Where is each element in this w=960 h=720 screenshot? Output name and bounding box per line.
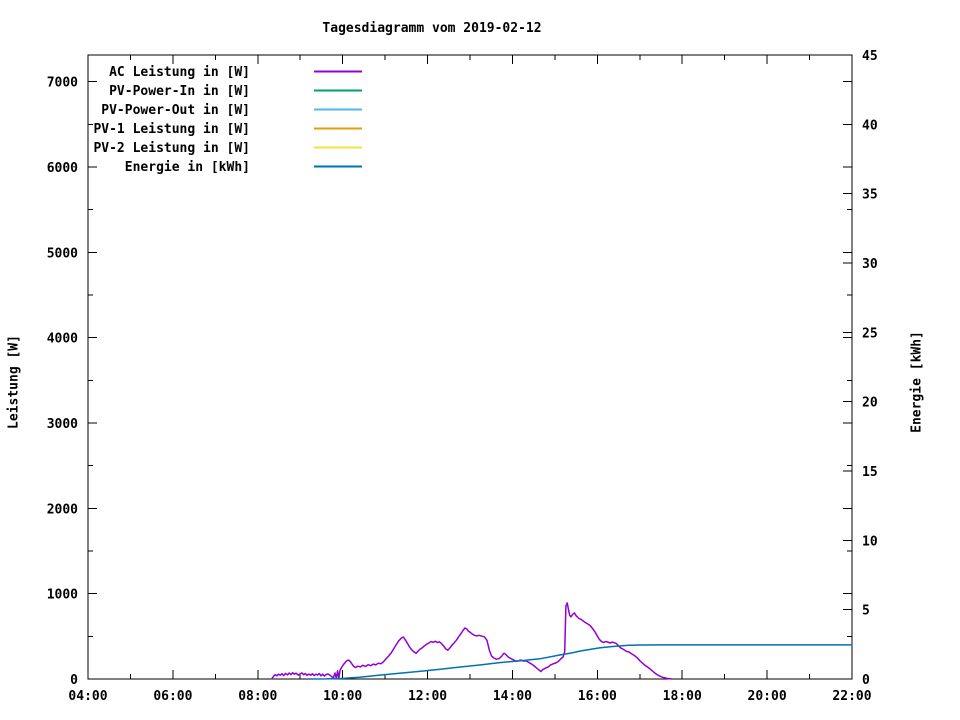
y-tick-label: 0 [70,673,78,688]
y-tick-label: 3000 [47,417,78,432]
y2-tick-label: 40 [862,118,878,133]
y2-tick-label: 25 [862,326,878,341]
legend-label: AC Leistung in [W] [109,65,250,80]
y2-tick-label: 35 [862,188,878,203]
legend-entry-pv-1-leistung-in-w: PV-1 Leistung in [W] [93,122,362,137]
x-tick-label: 14:00 [493,689,532,704]
y2-tick-label: 0 [862,673,870,688]
legend-label: PV-2 Leistung in [W] [93,141,250,156]
x-tick-label: 18:00 [663,689,702,704]
y-tick-label: 7000 [47,76,78,91]
y2-tick-label: 15 [862,465,878,480]
x-tick-label: 16:00 [578,689,617,704]
y-axis-label: Leistung [W] [6,335,22,429]
series-line-ac-leistung-in-w [271,602,673,680]
legend-label: PV-Power-In in [W] [109,84,250,99]
axis-ticks: 04:00 06:00 08:00 10:00 12:00 14:00 16:00 18:00… [47,49,878,704]
x-tick-label: 06:00 [153,689,192,704]
data-series [271,602,853,680]
chart-title: Tagesdiagramm vom 2019-02-12 [322,21,542,36]
y2-axis-label: Energie [kWh] [909,331,925,433]
y-tick-label: 2000 [47,502,78,517]
y2-tick-label: 30 [862,257,878,272]
x-tick-label: 20:00 [748,689,787,704]
y2-tick-label: 45 [862,49,878,64]
y-tick-label: 1000 [47,588,78,603]
y2-tick-label: 10 [862,534,878,549]
y-tick-label: 5000 [47,246,78,261]
x-tick-label: 12:00 [408,689,447,704]
x-tick-label: 22:00 [832,689,871,704]
x-tick-label: 08:00 [238,689,277,704]
legend-entry-pv-power-in-in-w: PV-Power-In in [W] [109,84,362,99]
series-line-energie-in-kwh [310,644,853,680]
legend-entry-ac-leistung-in-w: AC Leistung in [W] [109,65,362,80]
x-tick-label: 04:00 [68,689,107,704]
legend-label: Energie in [kWh] [125,160,250,175]
y2-tick-label: 20 [862,396,878,411]
y-tick-label: 4000 [47,332,78,347]
y2-tick-label: 5 [862,604,870,619]
y-tick-label: 6000 [47,161,78,176]
legend-label: PV-Power-Out in [W] [101,103,250,118]
legend: AC Leistung in [W] PV-Power-In in [W] PV-P… [93,65,362,175]
legend-entry-pv-power-out-in-w: PV-Power-Out in [W] [101,103,362,118]
legend-label: PV-1 Leistung in [W] [93,122,250,137]
legend-entry-pv-2-leistung-in-w: PV-2 Leistung in [W] [93,141,362,156]
x-tick-label: 10:00 [323,689,362,704]
legend-entry-energie-in-kwh: Energie in [kWh] [125,160,362,175]
